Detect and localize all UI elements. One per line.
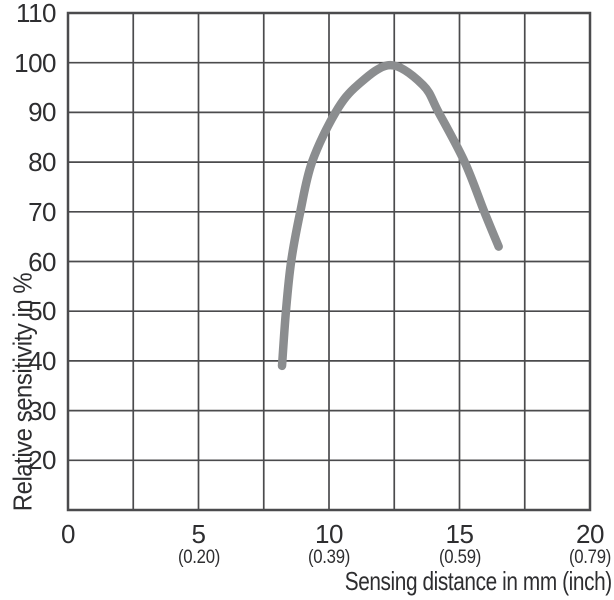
x-tick-inch-label: (0.39) xyxy=(307,547,351,568)
y-tick-label: 90 xyxy=(28,97,56,128)
grid-lines xyxy=(68,13,590,510)
y-tick-label: 60 xyxy=(28,246,56,277)
x-tick-label: 5 xyxy=(191,519,206,549)
x-tick-label: 0 xyxy=(61,519,75,549)
y-tick-label: 110 xyxy=(16,0,56,28)
x-tick-label: 15 xyxy=(445,519,474,549)
y-tick-label: 80 xyxy=(28,147,56,178)
x-axis-title: Sensing distance in mm (inch) xyxy=(344,566,612,596)
y-tick-label: 20 xyxy=(28,445,56,476)
x-tick-label: 10 xyxy=(315,519,343,549)
x-tick-inch-label: (0.20) xyxy=(177,547,220,568)
plot-border xyxy=(66,11,592,512)
sensitivity-curve xyxy=(277,60,503,371)
x-tick-inch-label: (0.59) xyxy=(438,547,481,568)
y-tick-label: 40 xyxy=(28,345,56,376)
y-axis-title: Relative sensitivity in % xyxy=(7,272,38,512)
y-tick-label: 70 xyxy=(28,196,56,227)
x-tick-label: 20 xyxy=(576,519,604,549)
y-tick-label: 30 xyxy=(28,395,56,426)
x-tick-inch-label: (0.79) xyxy=(568,547,612,568)
y-tick-label: 100 xyxy=(14,47,56,78)
y-tick-label: 50 xyxy=(28,296,56,327)
